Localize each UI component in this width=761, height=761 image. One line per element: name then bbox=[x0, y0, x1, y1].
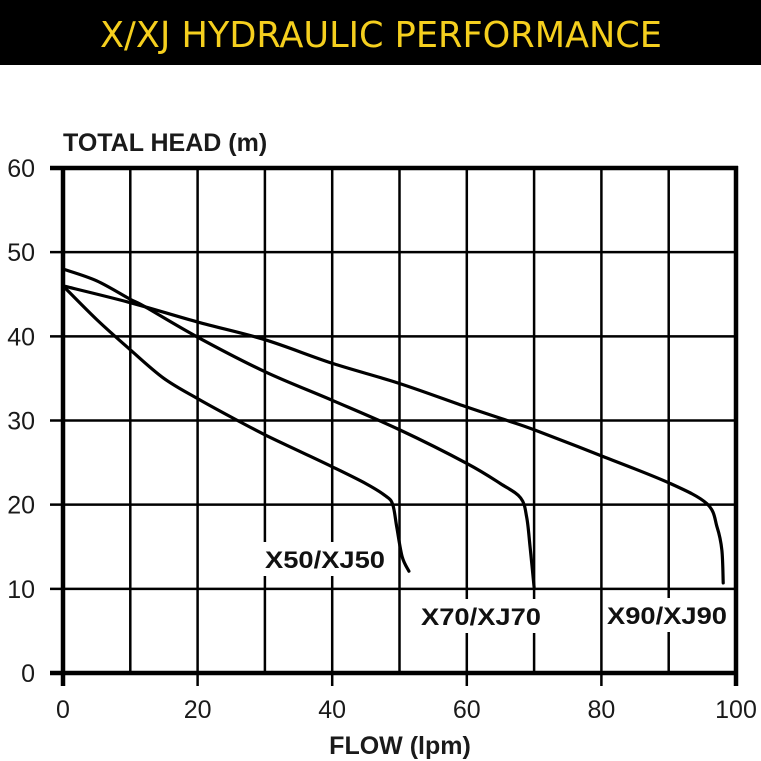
y-tick-label: 0 bbox=[21, 660, 35, 688]
series-label-bg bbox=[262, 542, 386, 576]
curve-x70 bbox=[61, 267, 536, 589]
series-label-x50: X50/XJ50 bbox=[265, 547, 385, 574]
chart-title: X/XJ HYDRAULIC PERFORMANCE bbox=[100, 15, 662, 56]
y-tick-label: 50 bbox=[7, 239, 35, 267]
x-tick-label: 20 bbox=[184, 696, 212, 724]
series-label-x70: X70/XJ70 bbox=[421, 604, 541, 631]
x-axis-label: FLOW (lpm) bbox=[329, 732, 471, 760]
curve-x90 bbox=[61, 284, 725, 585]
y-axis-label: TOTAL HEAD (m) bbox=[63, 129, 267, 157]
y-tick-label: 30 bbox=[7, 408, 35, 436]
x-tick-label: 40 bbox=[318, 696, 346, 724]
curves bbox=[61, 267, 725, 589]
x-tick-label: 0 bbox=[56, 696, 70, 724]
x-tick-label: 80 bbox=[587, 696, 615, 724]
x-tick-label: 60 bbox=[453, 696, 481, 724]
y-tick-label: 40 bbox=[7, 323, 35, 351]
grid-lines bbox=[50, 168, 736, 673]
x-tick-label: 100 bbox=[715, 696, 757, 724]
series-label-x90: X90/XJ90 bbox=[607, 603, 727, 630]
series-label-bg bbox=[418, 599, 542, 633]
y-tick-label: 10 bbox=[7, 576, 35, 604]
series-label-bg bbox=[604, 598, 728, 632]
series-labels: X50/XJ50 X70/XJ70 X90/XJ90 bbox=[262, 542, 728, 633]
plot-frame bbox=[50, 165, 739, 686]
header-banner: X/XJ HYDRAULIC PERFORMANCE bbox=[0, 0, 761, 65]
curve-x50 bbox=[61, 284, 411, 573]
y-tick-label: 60 bbox=[7, 155, 35, 183]
y-tick-label: 20 bbox=[7, 492, 35, 520]
tick-labels: 0 20 40 60 80 100 0 10 20 30 40 50 60 bbox=[7, 155, 757, 724]
header-title-svg: X/XJ HYDRAULIC PERFORMANCE bbox=[100, 15, 662, 56]
